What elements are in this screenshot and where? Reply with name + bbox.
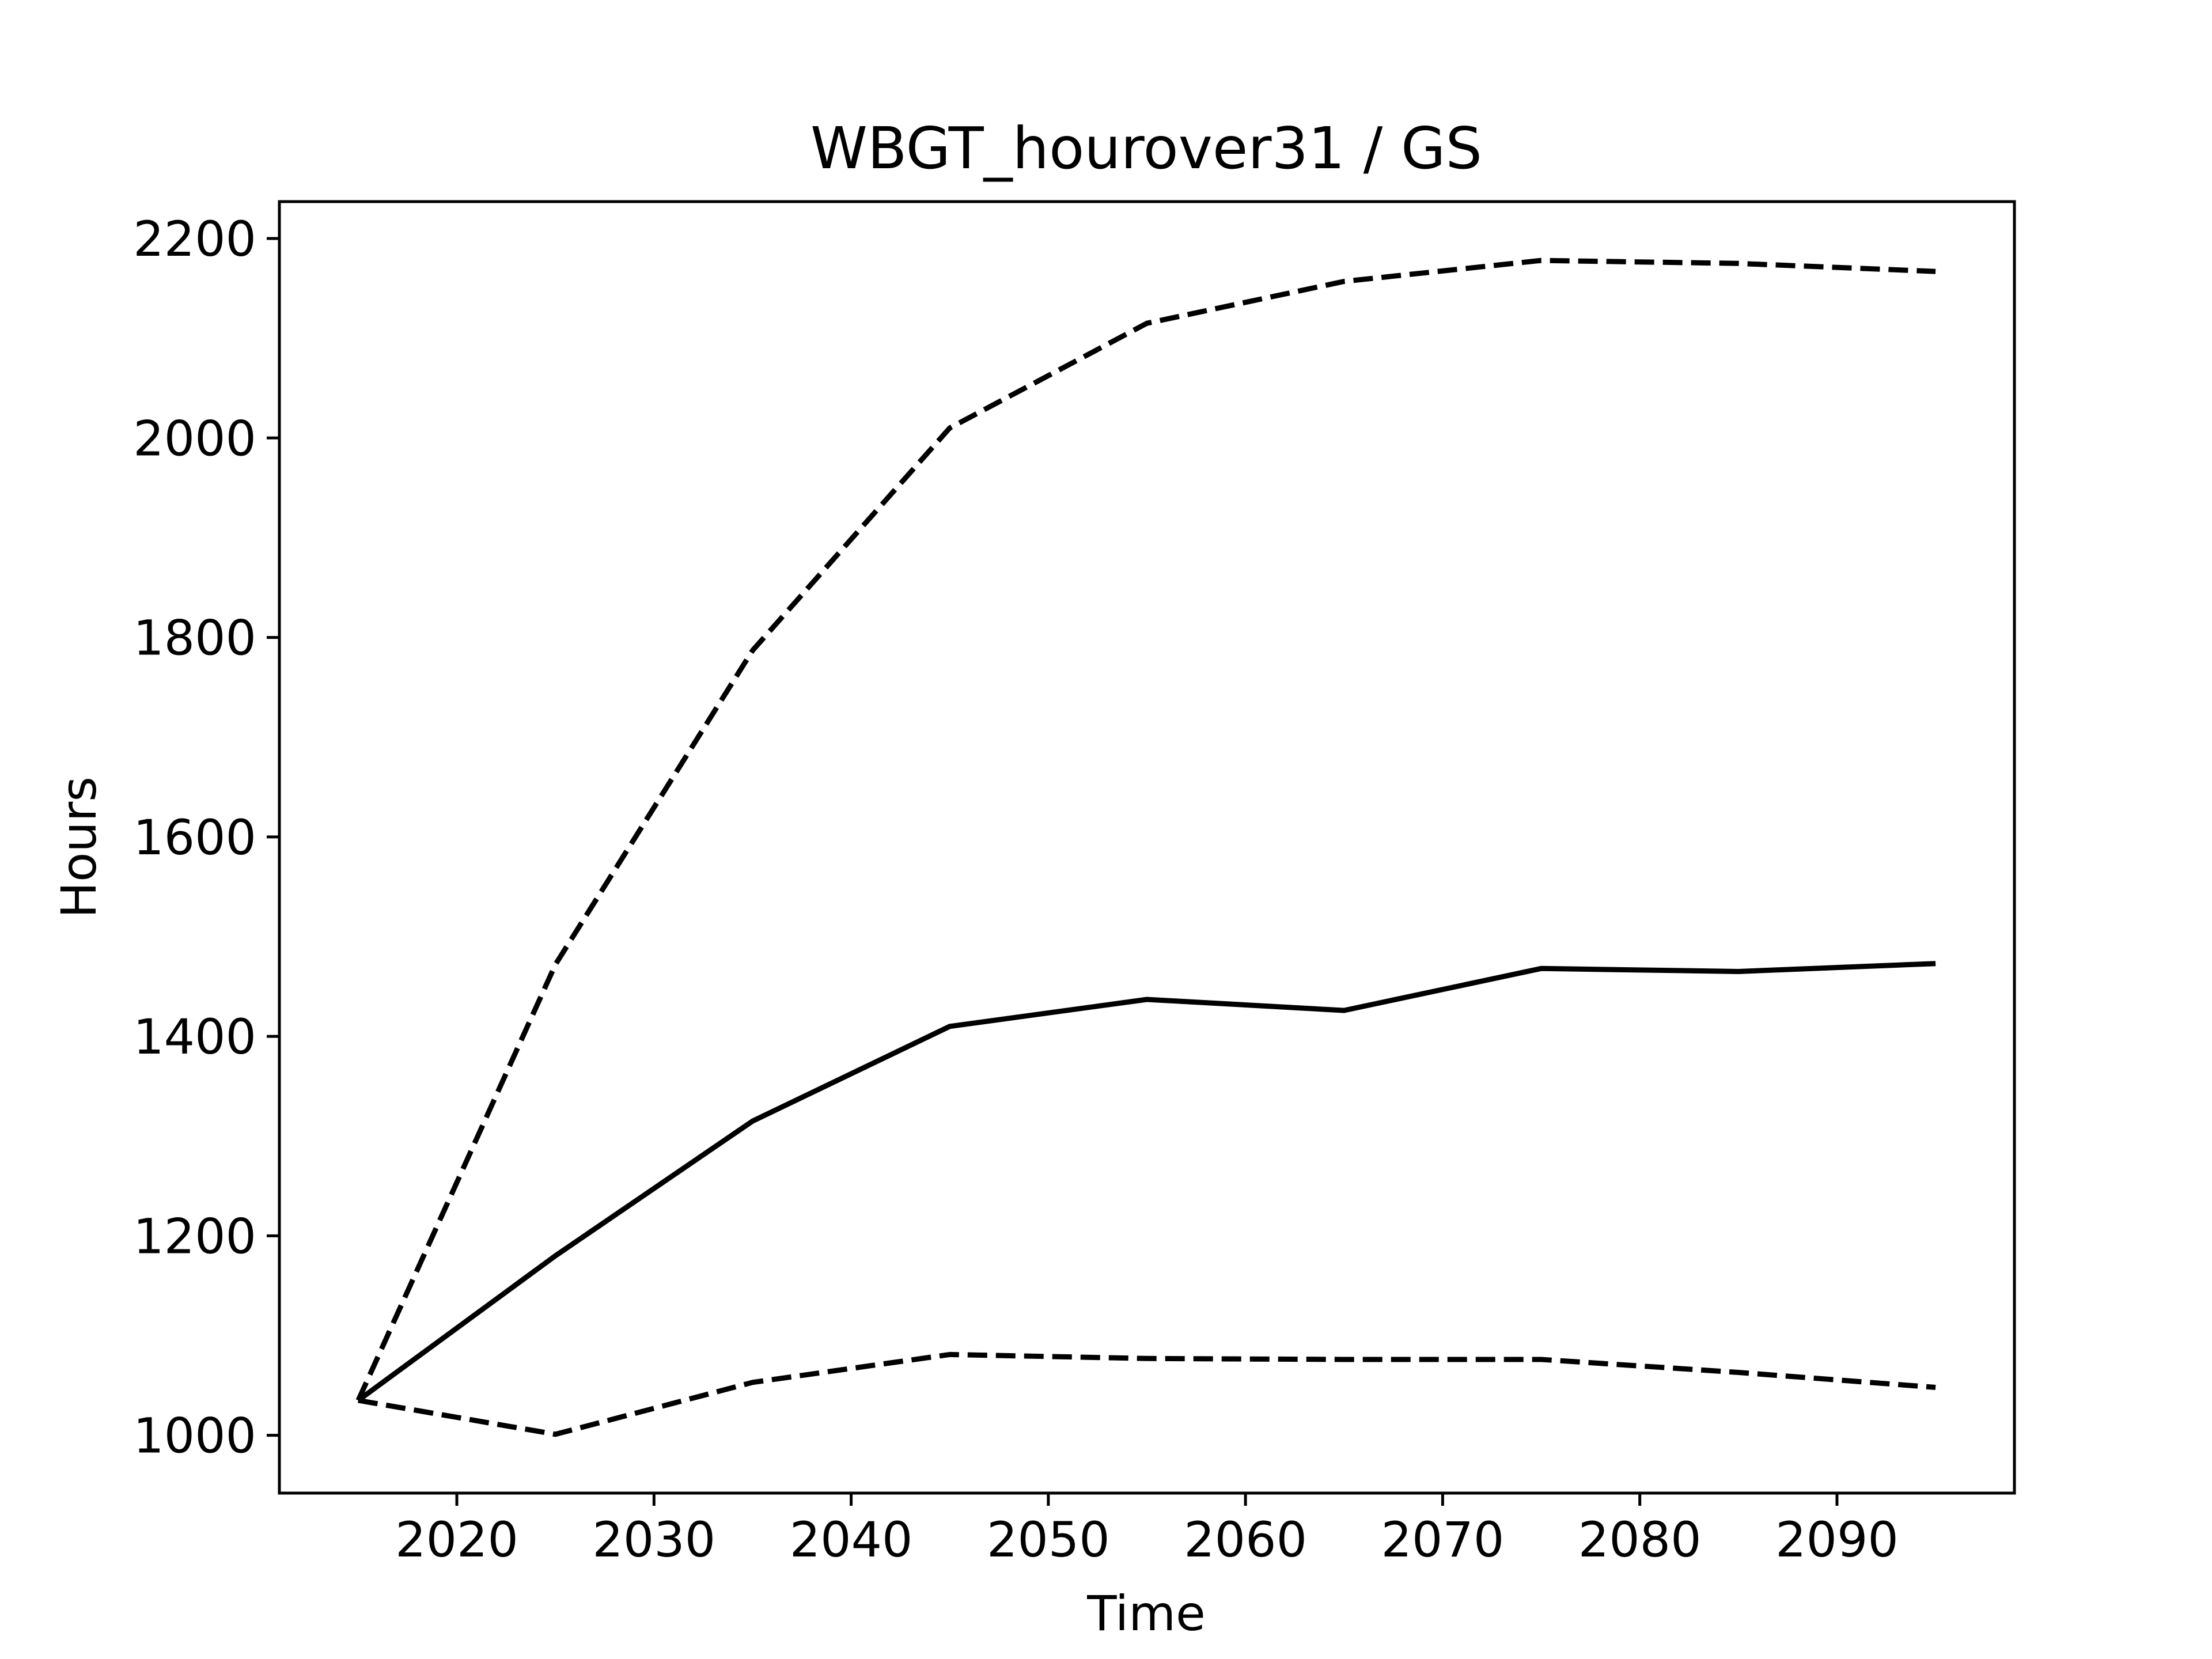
y-axis-label: Hours xyxy=(51,777,107,918)
x-tick-label: 2050 xyxy=(987,1512,1110,1568)
y-tick-label: 2200 xyxy=(133,211,256,267)
y-tick-label: 1400 xyxy=(133,1009,256,1065)
series-line-1 xyxy=(355,257,1936,1402)
x-tick-label: 2020 xyxy=(395,1512,518,1568)
series-line-3 xyxy=(358,1351,1936,1437)
chart-title: WBGT_hourover31 / GS xyxy=(810,115,1482,182)
x-tick-label: 2030 xyxy=(592,1512,715,1568)
x-axis-label: Time xyxy=(1086,1585,1206,1642)
series-line-2 xyxy=(357,961,1936,1403)
y-tick-label: 1200 xyxy=(133,1208,256,1264)
x-axis: 2020 2030 2040 2050 2060 2070 2080 2090 xyxy=(395,1493,1899,1568)
y-tick-label: 1000 xyxy=(133,1408,256,1464)
y-tick-label: 1800 xyxy=(133,610,256,666)
plot-frame xyxy=(278,200,2016,1495)
y-axis: 1000 1200 1400 1600 1800 2000 2200 xyxy=(133,211,279,1464)
x-tick-label: 2080 xyxy=(1578,1512,1702,1568)
x-tick-label: 2040 xyxy=(790,1512,913,1568)
x-tick-label: 2090 xyxy=(1775,1512,1899,1568)
y-tick-label: 1600 xyxy=(133,809,256,866)
y-tick-label: 2000 xyxy=(133,410,256,467)
x-tick-label: 2060 xyxy=(1184,1512,1307,1568)
x-tick-label: 2070 xyxy=(1381,1512,1505,1568)
plot-area xyxy=(355,257,1936,1437)
